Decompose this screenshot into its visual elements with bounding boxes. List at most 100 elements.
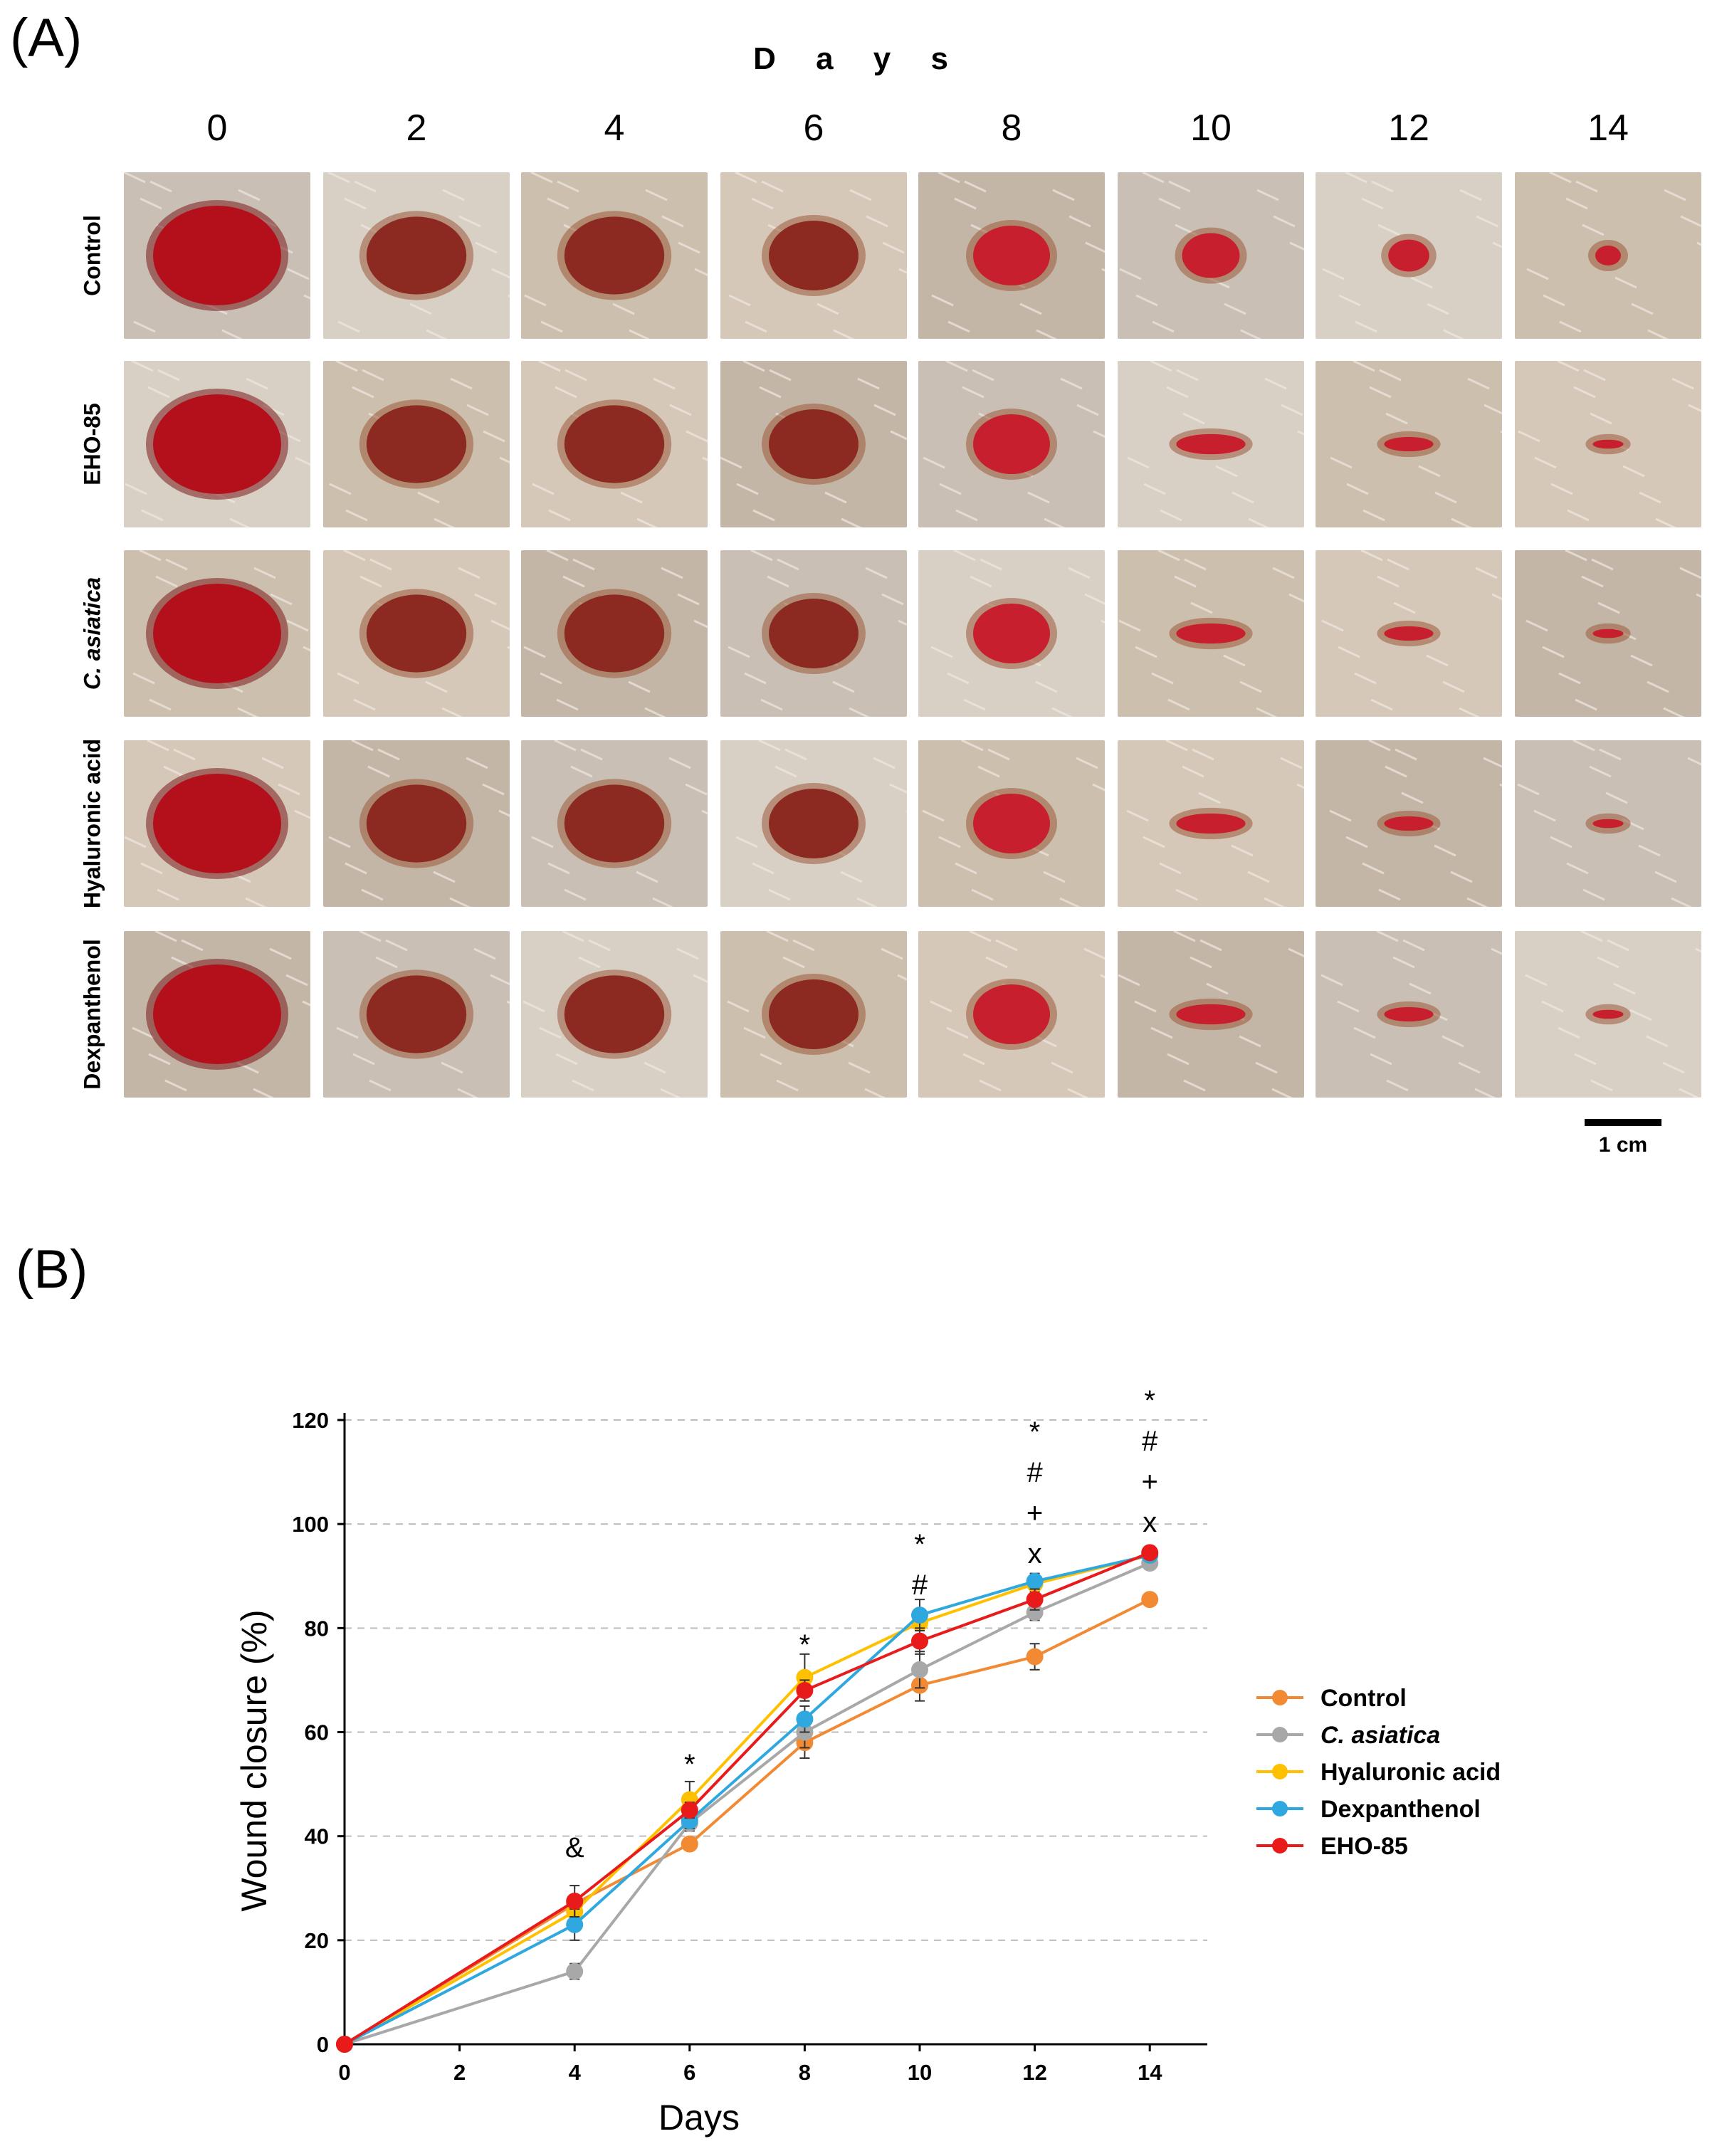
data-point — [796, 1668, 814, 1686]
wound-photo — [918, 172, 1105, 339]
wound-photo — [720, 931, 907, 1098]
wound-photo — [124, 172, 310, 339]
significance-mark: * — [1144, 1385, 1155, 1416]
wound-photo — [1118, 740, 1304, 907]
data-point — [566, 1915, 584, 1933]
x-tick-label: 4 — [569, 2060, 582, 2085]
wound-photo — [720, 740, 907, 907]
row-label-hyaluronic-acid: Hyaluronic acid — [79, 738, 105, 909]
day-label-8: 8 — [1001, 107, 1022, 149]
wound-photo — [1316, 931, 1502, 1098]
wound-photo — [521, 361, 708, 527]
wound-photo — [918, 740, 1105, 907]
significance-mark: * — [914, 1529, 925, 1560]
wound-photo — [323, 931, 510, 1098]
day-label-2: 2 — [406, 107, 427, 149]
wound-photo — [1118, 550, 1304, 717]
data-point — [336, 2036, 353, 2053]
legend-marker — [1272, 1727, 1288, 1742]
significance-mark: x — [1028, 1538, 1042, 1569]
wound-photo — [1316, 172, 1502, 339]
wound-closure-chart: 0 20 40 60 80 100 120 0 2 4 6 8 10 12 14 Days Wound clos… — [234, 1385, 1501, 2137]
x-tick-label: 8 — [799, 2060, 811, 2085]
panel-b-label: (B) — [16, 1239, 88, 1300]
wound-photo — [1515, 931, 1701, 1098]
data-point — [1141, 1544, 1159, 1562]
legend-item: C. asiatica — [1256, 1722, 1440, 1749]
data-point — [1026, 1648, 1044, 1666]
data-point — [1026, 1572, 1044, 1590]
day-label-0: 0 — [206, 107, 228, 149]
row-label-eho-85: EHO-85 — [79, 403, 105, 485]
x-tick-label: 12 — [1022, 2060, 1046, 2085]
y-tick-label: 0 — [317, 2032, 329, 2057]
wound-photo — [124, 550, 310, 717]
scale-bar-label: 1 cm — [1598, 1133, 1648, 1157]
wound-photo — [1515, 550, 1701, 717]
series-line — [343, 1598, 1151, 2046]
day-label-6: 6 — [803, 107, 824, 149]
data-point — [911, 1661, 928, 1678]
day-label-12: 12 — [1388, 107, 1429, 149]
x-tick-label: 0 — [338, 2060, 350, 2085]
row-label-control: Control — [79, 215, 105, 296]
significance-mark: x — [1143, 1507, 1157, 1538]
wound-photo — [1118, 361, 1304, 527]
panel-a-label: (A) — [10, 8, 83, 68]
wound-photo — [521, 550, 708, 717]
wound-photo — [1316, 740, 1502, 907]
legend-label: Control — [1320, 1685, 1407, 1712]
y-tick-label: 60 — [305, 1720, 329, 1745]
significance-mark: # — [1026, 1457, 1043, 1488]
x-tick-label: 2 — [453, 2060, 466, 2085]
significance-mark: # — [912, 1569, 928, 1601]
wound-photo — [521, 931, 708, 1098]
data-point — [566, 1893, 584, 1910]
day-label-10: 10 — [1190, 107, 1232, 149]
significance-mark: + — [1026, 1498, 1043, 1529]
wound-photo — [124, 931, 310, 1098]
wound-photo — [1118, 931, 1304, 1098]
y-axis-title: Wound closure (%) — [234, 1609, 274, 1911]
legend-label: Dexpanthenol — [1320, 1796, 1481, 1823]
wound-photo — [918, 550, 1105, 717]
legend-item: Dexpanthenol — [1256, 1796, 1481, 1823]
legend-label: C. asiatica — [1320, 1722, 1440, 1749]
data-point — [566, 1962, 584, 1980]
significance-mark: & — [565, 1832, 584, 1863]
row-label-c-asiatica: C. asiatica — [79, 577, 105, 690]
legend-marker — [1272, 1801, 1288, 1816]
y-tick-label: 20 — [305, 1928, 329, 1953]
wound-photo — [1515, 740, 1701, 907]
day-label-14: 14 — [1587, 107, 1629, 149]
scale-bar — [1585, 1119, 1661, 1126]
legend-label: EHO-85 — [1320, 1833, 1408, 1860]
significance-mark: * — [684, 1749, 695, 1780]
x-tick-label: 10 — [908, 2060, 932, 2085]
significance-mark: * — [799, 1629, 811, 1661]
legend-item: EHO-85 — [1256, 1833, 1408, 1860]
wound-photo — [720, 550, 907, 717]
wound-photo — [1316, 550, 1502, 717]
wound-photo — [918, 931, 1105, 1098]
data-point — [681, 1802, 698, 1819]
wound-photo — [124, 361, 310, 527]
data-point — [681, 1835, 698, 1853]
data-point — [1026, 1591, 1044, 1609]
wound-photo — [124, 740, 310, 907]
x-axis-title: Days — [658, 2098, 740, 2137]
x-tick-label: 14 — [1138, 2060, 1162, 2085]
wound-photo — [323, 740, 510, 907]
legend-item: Hyaluronic acid — [1256, 1759, 1501, 1786]
y-tick-label: 40 — [305, 1824, 329, 1849]
significance-mark: + — [1142, 1466, 1158, 1498]
wound-photo — [720, 172, 907, 339]
wound-photo — [323, 550, 510, 717]
legend-marker — [1272, 1764, 1288, 1779]
significance-mark: # — [1142, 1426, 1158, 1457]
y-tick-label: 100 — [292, 1512, 329, 1537]
wound-photo — [1515, 361, 1701, 527]
legend-item: Control — [1256, 1685, 1407, 1712]
series-hyaluronic-acid — [336, 1547, 1159, 2053]
row-label-dexpanthenol: Dexpanthenol — [79, 939, 105, 1090]
